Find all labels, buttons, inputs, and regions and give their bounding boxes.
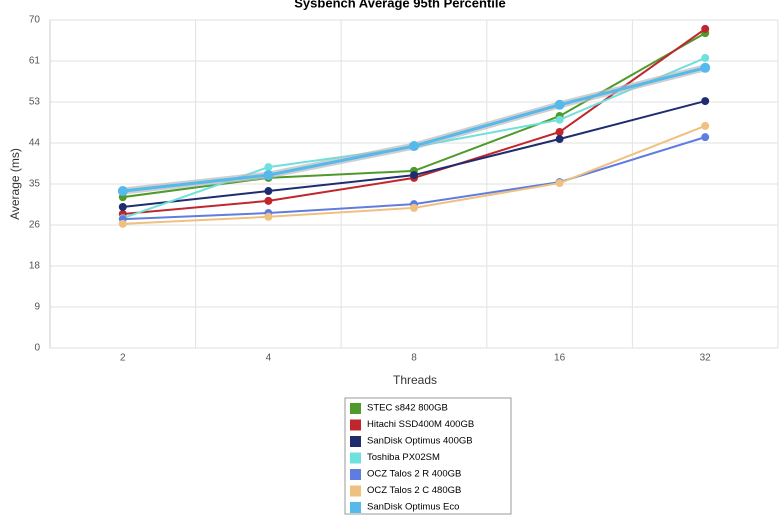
point — [554, 99, 565, 110]
legend-swatch — [350, 452, 361, 464]
point — [701, 133, 710, 142]
y-tick-label: 0 — [34, 343, 40, 354]
point — [410, 203, 418, 212]
point — [409, 141, 419, 152]
point — [264, 163, 273, 172]
point — [555, 115, 564, 124]
point — [700, 62, 711, 73]
y-tick-label: 26 — [29, 220, 41, 231]
legend-label: Hitachi SSD400M 400GB — [367, 419, 474, 430]
y-tick-label: 9 — [34, 302, 40, 313]
point — [264, 212, 273, 221]
point — [555, 135, 564, 144]
point — [117, 186, 128, 197]
x-tick-label: 2 — [120, 353, 126, 364]
y-tick-label: 61 — [29, 56, 41, 67]
legend-label: SanDisk Optimus 400GB — [367, 436, 473, 447]
legend-box — [344, 397, 512, 515]
x-tick-label: 16 — [554, 353, 566, 364]
legend-label: STEC s842 800GB — [367, 403, 448, 414]
x-axis-label: Threads — [393, 373, 437, 387]
y-tick-label: 44 — [29, 138, 41, 149]
point — [555, 179, 564, 188]
point — [701, 53, 710, 62]
legend-swatch — [350, 469, 361, 480]
series-line — [122, 100, 706, 208]
point — [118, 219, 127, 228]
point — [264, 187, 273, 196]
x-tick-label: 4 — [266, 353, 272, 364]
legend-swatch — [350, 485, 361, 497]
legend-label: OCZ Talos 2 C 480GB — [367, 485, 461, 496]
legend-swatch — [350, 419, 361, 431]
x-tick-label: 32 — [700, 353, 712, 364]
chart-title: Sysbench Average 95th Percentile — [294, 0, 505, 10]
point — [701, 121, 710, 130]
point — [263, 170, 274, 181]
legend-label: OCZ Talos 2 R 400GB — [367, 469, 461, 480]
point — [118, 202, 127, 211]
legend-swatch — [350, 436, 361, 447]
x-tick-label: 8 — [411, 353, 417, 364]
point — [410, 171, 418, 180]
y-tick-label: 35 — [29, 179, 41, 190]
y-tick-label: 70 — [29, 15, 41, 26]
point — [701, 24, 710, 33]
legend-swatch — [350, 502, 361, 513]
legend-label: SanDisk Optimus Eco — [367, 502, 459, 513]
y-axis-label: Average (ms) — [8, 148, 22, 220]
legend-label: Toshiba PX02SM — [367, 452, 440, 463]
y-tick-label: 53 — [29, 97, 41, 108]
y-tick-label: 18 — [29, 261, 41, 272]
point — [555, 127, 564, 136]
point — [264, 196, 273, 205]
point — [701, 97, 710, 106]
legend-swatch — [350, 403, 361, 414]
